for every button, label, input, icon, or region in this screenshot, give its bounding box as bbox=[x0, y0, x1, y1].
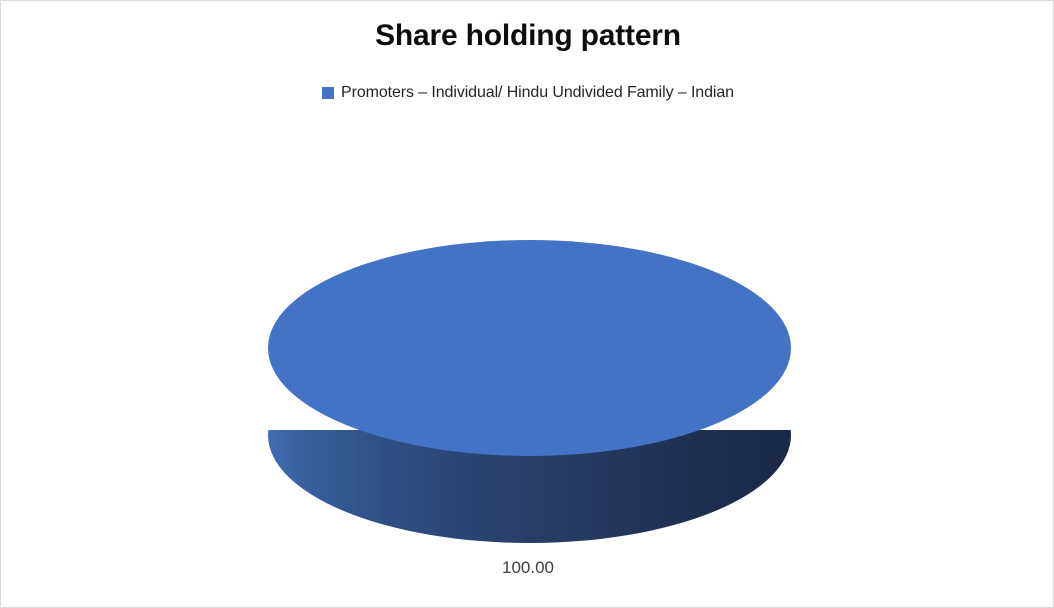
chart-title: Share holding pattern bbox=[375, 19, 681, 52]
legend-item-label: Promoters – Individual/ Hindu Undivided … bbox=[341, 84, 734, 101]
chart-legend: Promoters – Individual/ Hindu Undivided … bbox=[1, 85, 1053, 101]
pie-data-label: 100.00 bbox=[502, 558, 554, 577]
legend-item[interactable]: Promoters – Individual/ Hindu Undivided … bbox=[322, 85, 734, 101]
pie-slice-top-surface[interactable] bbox=[268, 240, 791, 456]
legend-color-swatch-icon bbox=[322, 87, 335, 99]
pie-plot-area bbox=[266, 240, 793, 544]
